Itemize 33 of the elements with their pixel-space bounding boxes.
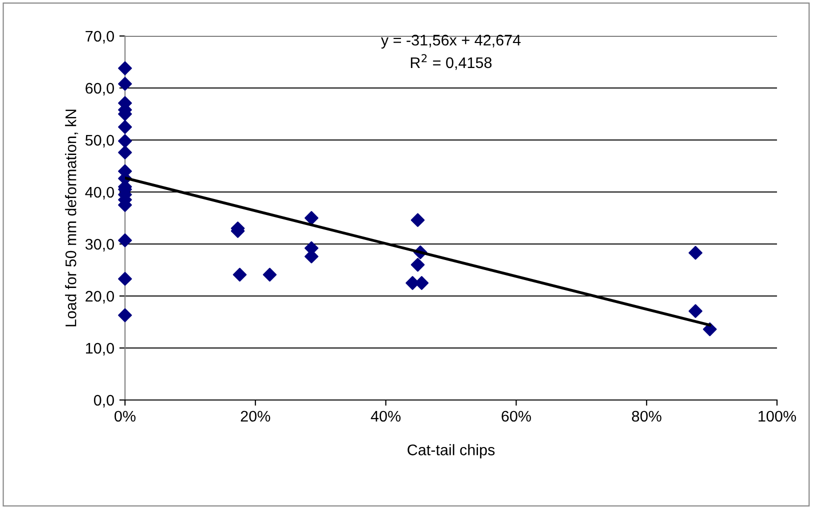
point xyxy=(118,272,132,286)
x-tick-label: 0% xyxy=(114,410,136,422)
y-tick-label: 20,0 xyxy=(86,290,114,304)
y-tick-label: 0,0 xyxy=(94,394,114,408)
point xyxy=(118,76,132,91)
point xyxy=(232,268,247,282)
y-tick-label: 10,0 xyxy=(86,342,114,356)
y-tick-label: 30,0 xyxy=(85,238,114,252)
point xyxy=(118,134,132,148)
annotation: R$^{2}$ = 0,4158 xyxy=(410,54,492,70)
point xyxy=(410,213,425,227)
point xyxy=(118,308,132,322)
x-tick-label: 20% xyxy=(240,410,270,422)
point xyxy=(304,211,318,225)
point xyxy=(262,268,277,282)
point xyxy=(688,246,702,260)
point xyxy=(688,304,702,318)
point xyxy=(118,233,132,248)
y-axis-title: Load for 50 mm deformation, kN xyxy=(65,110,78,326)
x-tick-label: 100% xyxy=(758,410,796,422)
y-tick-label: 70,0 xyxy=(86,30,114,44)
point xyxy=(118,120,132,134)
annotation: y = -31,56x + 42,674 xyxy=(380,34,521,49)
point xyxy=(118,61,132,76)
y-tick-label: 60,0 xyxy=(86,82,114,96)
x-axis-title: Cat-tail chips xyxy=(408,444,495,458)
y-tick-label: 50,0 xyxy=(85,134,114,148)
point xyxy=(410,258,425,272)
x-tick-label: 80% xyxy=(632,410,662,422)
x-tick-label: 60% xyxy=(502,410,531,422)
x-tick-label: 40% xyxy=(370,410,401,422)
point xyxy=(118,146,132,160)
y-tick-label: 40,0 xyxy=(85,186,114,200)
